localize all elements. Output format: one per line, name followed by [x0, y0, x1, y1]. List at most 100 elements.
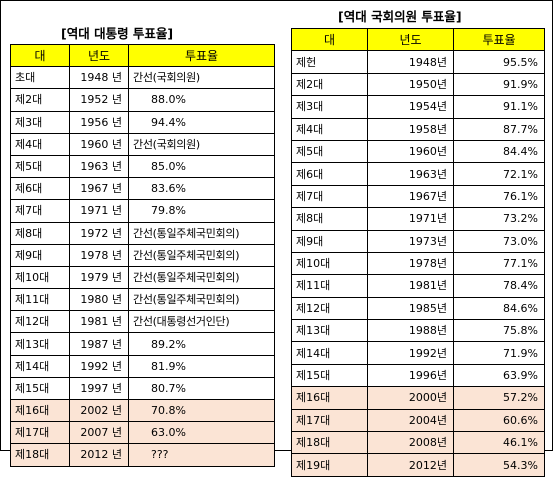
table-row: 제헌 1948년 95.5% [291, 50, 545, 74]
table-row: 제15대 1996년 63.9% [291, 363, 545, 388]
table-row: 제5대 1960년 84.4% [291, 139, 545, 164]
turnout-cell: 63.9% [453, 363, 545, 388]
term-cell: 제13대 [10, 332, 70, 356]
year-cell: 1971 년 [69, 199, 129, 223]
turnout-cell: 60.6% [453, 408, 545, 433]
turnout-cell: 95.5% [453, 50, 545, 74]
term-cell: 제16대 [291, 386, 368, 410]
table-row: 제17대 2007 년 63.0% [10, 421, 275, 445]
year-cell: 1960년 [367, 139, 454, 164]
year-cell: 2002 년 [69, 398, 129, 423]
term-cell: 제9대 [10, 243, 70, 267]
turnout-cell: 75.8% [453, 319, 545, 343]
turnout-cell: 70.8% [128, 398, 275, 423]
term-cell: 제7대 [291, 184, 368, 209]
term-cell: 제14대 [10, 354, 70, 378]
header-turnout: 투표율 [128, 43, 275, 68]
year-cell: 2000년 [367, 386, 454, 410]
turnout-cell: 81.9% [128, 354, 275, 378]
year-cell: 1973년 [367, 229, 454, 253]
turnout-cell: 72.1% [453, 162, 545, 186]
year-cell: 1967 년 [69, 177, 129, 201]
table-row: 제4대 1958년 87.7% [291, 117, 545, 141]
turnout-cell: 76.1% [453, 184, 545, 209]
table-row: 제5대 1963 년 85.0% [10, 154, 275, 179]
header-term: 대 [10, 43, 70, 68]
table-row: 제4대 1960 년 간선(국회의원) [10, 132, 275, 156]
year-cell: 2012 년 [69, 443, 129, 467]
term-cell: 제11대 [10, 288, 70, 312]
year-cell: 2012년 [367, 453, 454, 477]
turnout-cell: ??? [128, 443, 275, 467]
term-cell: 제헌 [291, 50, 368, 74]
year-cell: 1992 년 [69, 354, 129, 378]
turnout-cell: 89.2% [128, 332, 275, 356]
table-row: 제3대 1956 년 94.4% [10, 110, 275, 134]
year-cell: 1967년 [367, 184, 454, 209]
term-cell: 제17대 [10, 421, 70, 445]
year-cell: 1981년 [367, 274, 454, 298]
turnout-cell: 88.0% [128, 88, 275, 112]
table-row: 제10대 1978년 77.1% [291, 251, 545, 276]
year-cell: 1978년 [367, 251, 454, 276]
turnout-cell: 77.1% [453, 251, 545, 276]
table-row: 제16대 2002 년 70.8% [10, 398, 275, 423]
table-row: 제11대 1981년 78.4% [291, 274, 545, 298]
turnout-cell: 간선(통일주체국민회의) [128, 288, 275, 312]
turnout-cell: 73.0% [453, 229, 545, 253]
table-row: 제7대 1967년 76.1% [291, 184, 545, 209]
table-row: 제9대 1973년 73.0% [291, 229, 545, 253]
term-cell: 제18대 [291, 431, 368, 455]
term-cell: 제7대 [10, 199, 70, 223]
table-row: 제15대 1997 년 80.7% [10, 376, 275, 401]
year-cell: 1963 년 [69, 154, 129, 179]
table-row: 제10대 1979 년 간선(통일주체국민회의) [10, 265, 275, 290]
year-cell: 1987 년 [69, 332, 129, 356]
table-row: 제6대 1963년 72.1% [291, 162, 545, 186]
year-cell: 1948 년 [69, 66, 129, 90]
turnout-cell: 84.6% [453, 296, 545, 321]
table-row: 제12대 1981 년 간선(대통령선거인단) [10, 310, 275, 334]
turnout-cell: 78.4% [453, 274, 545, 298]
year-cell: 1981 년 [69, 310, 129, 334]
turnout-cell: 91.9% [453, 72, 545, 97]
year-cell: 1988년 [367, 319, 454, 343]
term-cell: 제9대 [291, 229, 368, 253]
table-row: 제18대 2012 년??? [10, 443, 275, 467]
turnout-cell: 간선(통일주체국민회의) [128, 265, 275, 290]
turnout-cell: 57.2% [453, 386, 545, 410]
turnout-cell: 간선(국회의원) [128, 132, 275, 156]
term-cell: 제4대 [10, 132, 70, 156]
term-cell: 제19대 [291, 453, 368, 477]
table-row: 제2대 1952 년 88.0% [10, 88, 275, 112]
table-row: 제2대 1950년 91.9% [291, 72, 545, 97]
year-cell: 2004년 [367, 408, 454, 433]
table-row: 제13대 1988년 75.8% [291, 319, 545, 343]
term-cell: 제10대 [10, 265, 70, 290]
year-cell: 1954년 [367, 95, 454, 119]
year-cell: 1979 년 [69, 265, 129, 290]
table-row: 제8대 1971년 73.2% [291, 207, 545, 231]
table-row: 제13대 1987 년 89.2% [10, 332, 275, 356]
term-cell: 제15대 [291, 363, 368, 388]
year-cell: 1963년 [367, 162, 454, 186]
table-row: 제14대 1992년 71.9% [291, 341, 545, 365]
turnout-cell: 간선(대통령선거인단) [128, 310, 275, 334]
year-cell: 1978 년 [69, 243, 129, 267]
term-cell: 제13대 [291, 319, 368, 343]
turnout-cell: 54.3% [453, 453, 545, 477]
term-cell: 제6대 [10, 177, 70, 201]
turnout-cell: 79.8% [128, 199, 275, 223]
year-cell: 1996년 [367, 363, 454, 388]
turnout-cell: 85.0% [128, 154, 275, 179]
term-cell: 제8대 [291, 207, 368, 231]
header-term: 대 [291, 27, 368, 52]
table-row: 제11대 1980 년 간선(통일주체국민회의) [10, 288, 275, 312]
table-row: 제17대 2004년 60.6% [291, 408, 545, 433]
term-cell: 제3대 [291, 95, 368, 119]
year-cell: 1971년 [367, 207, 454, 231]
year-cell: 1948년 [367, 50, 454, 74]
term-cell: 제4대 [291, 117, 368, 141]
national-assembly-turnout-table: 대 년도 투표율 제헌 1948년 95.5% 제2대 1950년 91.9% 제3대 195… [291, 27, 545, 477]
turnout-cell: 간선(통일주체국민회의) [128, 243, 275, 267]
